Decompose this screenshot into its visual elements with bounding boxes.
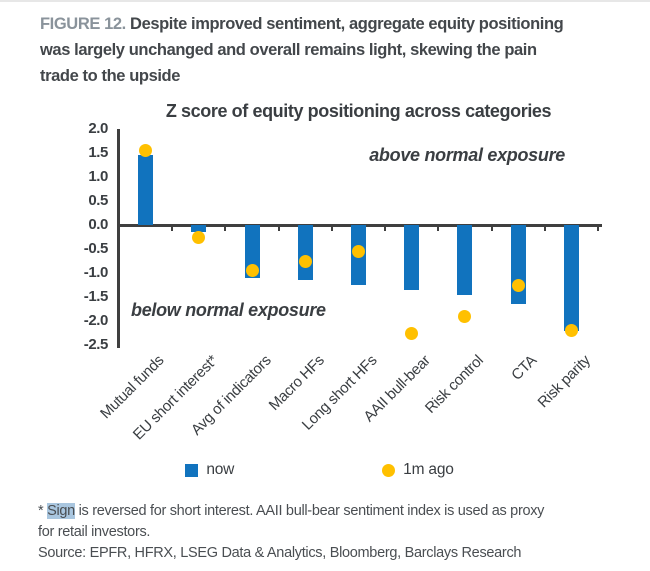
legend-item-now: now: [185, 461, 234, 479]
y-axis-tick-label: 2.0: [88, 120, 108, 137]
bar-now: [297, 225, 313, 281]
dot-1m-ago: [564, 324, 578, 338]
footnote: * Sign is reversed for short interest. A…: [38, 501, 644, 564]
legend-item-1m-ago: 1m ago: [382, 461, 454, 479]
axis-tick: [490, 226, 493, 231]
legend-circle-icon: [382, 463, 396, 477]
bar-now: [563, 225, 579, 331]
footnote-asterisk: *: [38, 503, 48, 519]
y-axis-tick-label: 1.0: [88, 168, 108, 185]
figure-header: FIGURE 12. Despite improved sentiment, a…: [40, 11, 640, 89]
bar-now: [510, 225, 526, 305]
x-axis-category-label: CTA: [508, 352, 541, 384]
y-axis-tick-label: 0.0: [88, 216, 108, 233]
footnote-line-2: for retail investors.: [38, 524, 151, 540]
dot-1m-ago: [511, 278, 525, 292]
legend-square-icon: [185, 463, 199, 477]
source-line: Source: EPFR, HFRX, LSEG Data & Analytic…: [38, 545, 522, 561]
legend-label: 1m ago: [403, 461, 454, 478]
y-axis-tick-label: -0.5: [83, 240, 109, 257]
dot-1m-ago: [139, 144, 153, 158]
footnote-highlighted-word: Sign: [47, 503, 75, 519]
dot-1m-ago: [245, 264, 259, 278]
figure-label: FIGURE 12.: [40, 15, 126, 33]
dot-1m-ago: [298, 254, 312, 268]
legend-label: now: [206, 461, 235, 478]
axis-tick: [543, 226, 546, 231]
bar-now: [404, 225, 420, 290]
axis-tick: [224, 226, 227, 231]
figure-title-line-2: was largely unchanged and overall remain…: [40, 41, 537, 59]
dot-1m-ago: [405, 326, 419, 340]
figure-title-line-1: FIGURE 12. Despite improved sentiment, a…: [40, 11, 640, 37]
footnote-text: is reversed for short interest. AAII bul…: [74, 503, 545, 519]
axis-tick: [437, 226, 440, 231]
y-axis-tick-label: -1.5: [83, 288, 109, 305]
axis-tick: [330, 226, 333, 231]
axis-tick: [171, 226, 174, 231]
chart-legend: now 1m ago: [80, 461, 559, 479]
bar-now: [457, 225, 473, 295]
axis-tick: [597, 226, 599, 231]
dot-1m-ago: [352, 244, 365, 258]
chart-title: Z score of equity positioning across cat…: [165, 101, 552, 121]
dot-1m-ago: [192, 230, 206, 244]
y-axis-tick-label: -2.0: [83, 312, 109, 329]
figure-title-line-3: trade to the upside: [40, 67, 180, 85]
footnote-line-1: * Sign is reversed for short interest. A…: [38, 501, 644, 522]
y-axis-tick-label: 0.5: [88, 192, 108, 209]
bar-now: [191, 225, 207, 233]
plot-area: [117, 129, 602, 348]
y-axis-tick-label: -1.0: [83, 264, 109, 281]
annotation-below-normal: below normal exposure: [131, 300, 326, 320]
dot-1m-ago: [458, 309, 472, 323]
y-axis-tick-label: -2.5: [83, 336, 109, 353]
figure-title-text: Despite improved sentiment, aggregate eq…: [130, 15, 564, 33]
axis-tick: [277, 226, 280, 231]
x-axis-category-label: Risk parity: [534, 352, 594, 412]
annotation-above-normal: above normal exposure: [369, 145, 565, 165]
top-divider: [0, 0, 650, 2]
y-axis-tick-label: 1.5: [88, 144, 108, 161]
axis-tick: [384, 226, 387, 231]
y-axis-line: [117, 129, 120, 348]
bar-now: [138, 155, 154, 225]
